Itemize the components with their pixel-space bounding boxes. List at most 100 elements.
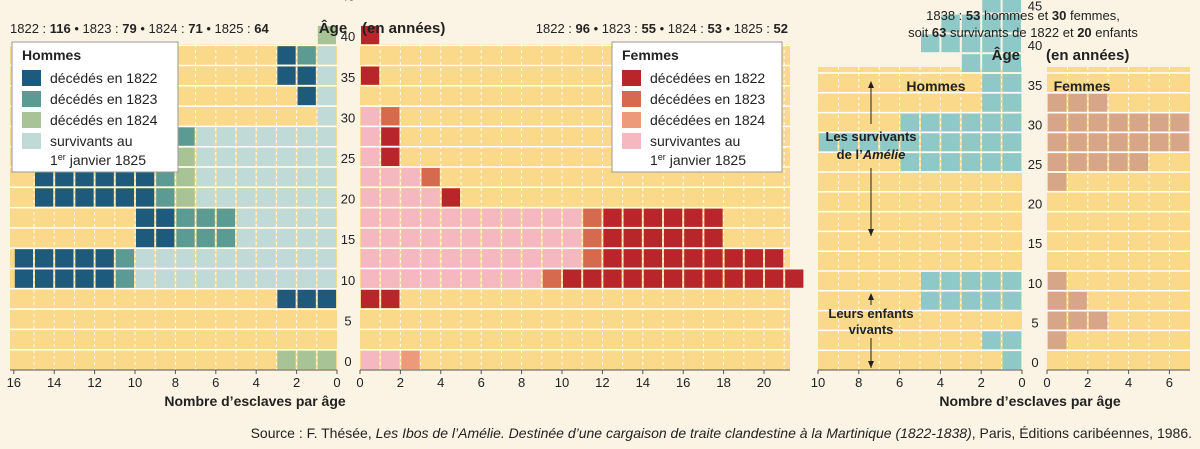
bar-cell-men-1838 xyxy=(921,291,940,310)
bar-cell-men xyxy=(95,188,114,207)
bar-cell-women xyxy=(684,208,703,227)
bar-cell-men xyxy=(277,188,296,207)
bar-cell-women-1838 xyxy=(1170,113,1189,132)
bar-cell-women xyxy=(381,127,400,146)
women-legend-label: survivantes au xyxy=(650,133,740,149)
x-axis-title: Nombre d’esclaves par âge xyxy=(164,393,346,409)
bar-cell-men-1838 xyxy=(1002,272,1021,290)
bar-cell-men xyxy=(196,208,215,227)
bar-cell-men xyxy=(115,269,134,288)
bar-cell-men xyxy=(176,208,195,227)
x-tick-label: 8 xyxy=(518,375,525,390)
bar-cell-women xyxy=(765,249,784,268)
bar-cell-women xyxy=(664,228,683,248)
men-legend-label-part: janvier 1825 xyxy=(66,152,146,168)
counts-men-part: 64 xyxy=(254,21,269,36)
bar-cell-women xyxy=(361,228,380,248)
bar-cell-women xyxy=(361,168,380,187)
age-tick-label-1838: 30 xyxy=(1028,117,1042,132)
bar-cell-men xyxy=(237,249,256,268)
bar-cell-women xyxy=(643,208,662,227)
bar-cell-women xyxy=(361,127,380,146)
bar-cell-men xyxy=(176,127,195,146)
bar-cell-men xyxy=(257,147,276,166)
bar-cell-men xyxy=(35,269,54,288)
bar-cell-women xyxy=(441,228,460,248)
bar-cell-men xyxy=(136,188,155,207)
bar-cell-women xyxy=(421,168,440,187)
bar-cell-women-1838 xyxy=(1068,93,1087,112)
bar-cell-women xyxy=(643,269,662,288)
bar-cell-men xyxy=(196,249,215,268)
bar-cell-men-1838 xyxy=(982,272,1001,290)
bar-cell-men-1838 xyxy=(961,113,981,132)
summary-1838-line1-part: 1838 : xyxy=(926,8,966,23)
bar-cell-men xyxy=(216,249,235,268)
bar-cell-men xyxy=(277,66,296,85)
bar-cell-men xyxy=(297,66,316,85)
bar-cell-women xyxy=(623,269,642,288)
bar-cell-men xyxy=(196,269,215,288)
bar-cell-men-1838 xyxy=(961,291,981,310)
age-tick-label: 0 xyxy=(344,354,351,369)
bar-cell-men-1838 xyxy=(1002,54,1021,72)
men-legend-label: décédés en 1822 xyxy=(50,70,158,86)
counts-women-part: 53 xyxy=(708,21,722,36)
bar-cell-women xyxy=(623,208,642,227)
bar-cell-women xyxy=(704,208,723,227)
bar-cell-women xyxy=(441,269,460,288)
bar-cell-men xyxy=(216,208,235,227)
bar-cell-men xyxy=(257,208,276,227)
x-tick-label: 10 xyxy=(555,375,569,390)
bar-cell-men xyxy=(297,208,316,227)
bar-cell-men xyxy=(317,46,336,65)
bar-cell-men xyxy=(317,107,336,126)
summary-1838-line2-part: 20 xyxy=(1077,25,1091,40)
bar-cell-men xyxy=(196,188,215,207)
bar-cell-women xyxy=(381,228,400,248)
bar-cell-women xyxy=(381,107,400,126)
bar-cell-men xyxy=(237,228,256,248)
bar-cell-women xyxy=(401,168,420,187)
bar-cell-men xyxy=(277,208,296,227)
bar-cell-women xyxy=(421,269,440,288)
bar-cell-men xyxy=(196,168,215,187)
bar-cell-men xyxy=(277,228,296,248)
bar-cell-women xyxy=(421,228,440,248)
bar-cell-men-1838 xyxy=(941,34,960,53)
bar-cell-women-1838 xyxy=(1048,133,1067,152)
bar-cell-men-1838 xyxy=(921,272,940,290)
bar-cell-men xyxy=(297,228,316,248)
bar-cell-women xyxy=(684,249,703,268)
bar-cell-women xyxy=(542,228,561,248)
bar-cell-women-1838 xyxy=(1068,291,1087,310)
bar-cell-men xyxy=(136,168,155,187)
bar-cell-women xyxy=(643,228,662,248)
annotation-children: Leurs enfants xyxy=(828,306,913,321)
annotation-children-2: vivants xyxy=(849,322,894,337)
age-tick-label: 5 xyxy=(344,313,351,328)
bar-cell-women xyxy=(643,249,662,268)
women-1838-label: Femmes xyxy=(1054,78,1111,94)
women-legend-label: décédées en 1822 xyxy=(650,70,765,86)
source-suffix: , Paris, Éditions caribéennes, 1986. xyxy=(971,425,1192,441)
bar-cell-women xyxy=(563,228,582,248)
bar-cell-women xyxy=(381,188,400,207)
bar-cell-women-1838 xyxy=(1129,133,1148,152)
women-legend-label: décédées en 1823 xyxy=(650,91,765,107)
summary-1838-line1-part: hommes et xyxy=(980,8,1052,23)
men-legend-label-part: 1 xyxy=(50,152,58,168)
bar-cell-men xyxy=(317,249,336,268)
bar-cell-men xyxy=(297,289,316,309)
bar-cell-men xyxy=(216,228,235,248)
bar-cell-men-1838 xyxy=(941,14,960,33)
bar-cell-men xyxy=(317,127,336,146)
bar-cell-men-1838 xyxy=(921,133,940,152)
bar-cell-men xyxy=(55,188,74,207)
bar-cell-men xyxy=(277,269,296,288)
x-tick-label-1838: 0 xyxy=(1018,375,1025,390)
men-legend-swatch xyxy=(22,112,41,128)
women-legend-label: 1er janvier 1825 xyxy=(650,152,746,168)
bar-cell-women xyxy=(502,249,521,268)
x-tick-label: 4 xyxy=(253,375,260,390)
